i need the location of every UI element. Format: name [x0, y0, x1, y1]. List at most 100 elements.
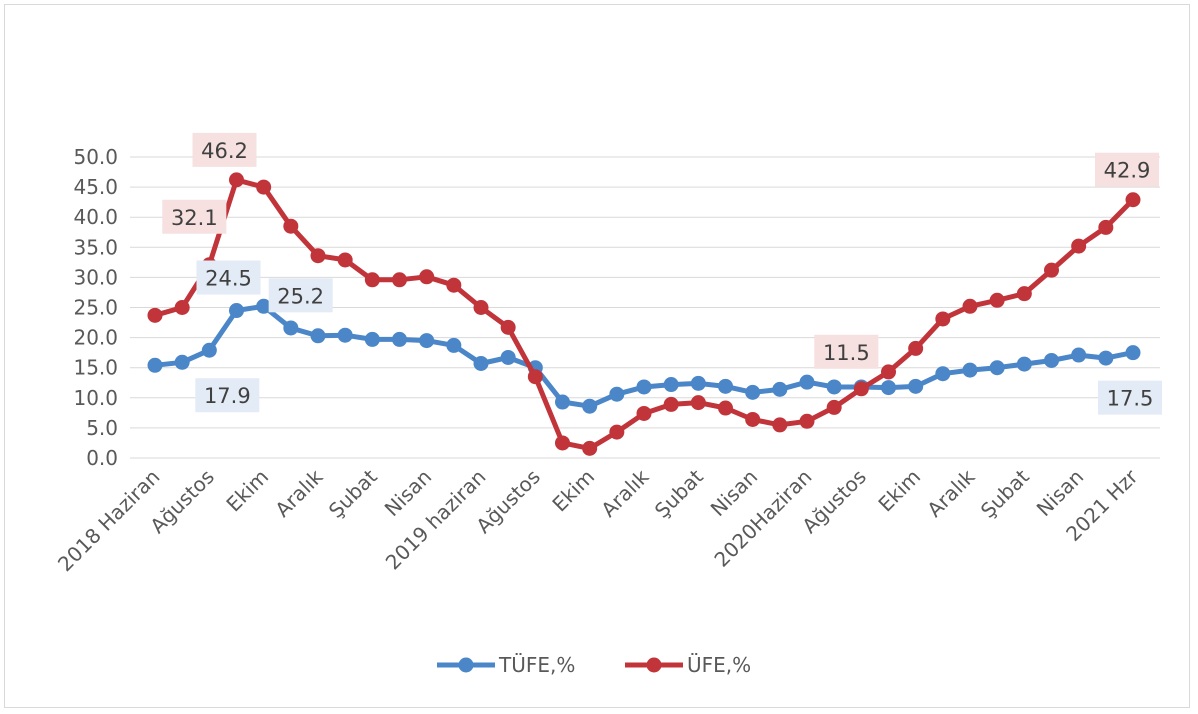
data-point — [745, 411, 761, 427]
data-point — [1071, 238, 1087, 254]
y-tick-label: 5.0 — [86, 416, 118, 440]
data-point — [718, 400, 733, 416]
y-tick-label: 10.0 — [73, 386, 118, 410]
data-point — [989, 292, 1005, 308]
y-tick-label: 40.0 — [73, 205, 118, 229]
data-point — [201, 342, 217, 358]
data-point — [419, 333, 435, 349]
data-point — [1125, 345, 1141, 361]
data-point — [337, 327, 353, 343]
data-point — [962, 298, 978, 314]
data-point — [555, 435, 570, 451]
y-tick-label: 30.0 — [73, 265, 118, 289]
data-point — [229, 303, 244, 319]
y-tick-label: 35.0 — [73, 235, 118, 259]
data-point — [582, 398, 598, 414]
data-point — [446, 337, 462, 353]
data-label: 17.9 — [204, 384, 251, 408]
data-label-box — [195, 378, 260, 413]
data-label: 46.2 — [201, 139, 248, 163]
data-point — [745, 384, 761, 400]
data-point — [718, 378, 733, 394]
data-point — [609, 386, 625, 402]
data-point — [174, 354, 190, 370]
data-point — [147, 307, 163, 323]
data-point — [663, 377, 679, 393]
data-point — [1044, 352, 1059, 368]
x-tick-label: Aralık — [922, 464, 979, 521]
x-tick-label: Ekim — [873, 465, 925, 517]
legend-marker — [646, 657, 662, 673]
data-point — [1098, 219, 1114, 235]
y-tick-label: 0.0 — [86, 446, 118, 470]
data-point — [392, 331, 407, 347]
data-point — [473, 300, 489, 315]
data-point — [908, 378, 924, 394]
data-label: 25.2 — [277, 284, 324, 308]
data-point — [609, 424, 625, 440]
data-point — [826, 399, 842, 415]
data-point — [881, 380, 896, 396]
grid-lines — [130, 156, 1160, 459]
data-point — [1071, 347, 1087, 363]
x-tick-label: Aralık — [596, 464, 653, 521]
x-tick-label: Şubat — [650, 464, 708, 522]
data-point — [799, 413, 815, 429]
data-point — [826, 379, 842, 395]
data-point — [881, 364, 896, 380]
legend-marker — [458, 657, 474, 673]
data-point — [419, 269, 435, 285]
series-lines — [147, 172, 1141, 456]
x-tick-label: Ekim — [547, 465, 599, 517]
data-point — [500, 319, 516, 335]
data-point — [908, 340, 924, 356]
data-label-box — [268, 278, 333, 313]
data-point — [1125, 192, 1141, 208]
y-tick-label: 20.0 — [73, 326, 118, 350]
legend: TÜFE,% ÜFE,% — [437, 653, 751, 677]
data-point — [1044, 262, 1059, 278]
x-tick-label: Aralık — [270, 464, 327, 521]
data-label-box — [1098, 380, 1162, 415]
data-point — [283, 320, 299, 336]
data-point — [256, 179, 272, 195]
data-point — [392, 272, 407, 288]
data-label-box — [814, 334, 879, 369]
data-label-box — [192, 132, 257, 167]
legend-label: ÜFE,% — [687, 653, 751, 677]
data-point — [364, 272, 380, 288]
data-point — [147, 357, 163, 373]
legend-label: TÜFE,% — [498, 653, 575, 677]
data-point — [663, 396, 679, 412]
data-point — [582, 440, 598, 456]
data-point — [283, 218, 299, 234]
series-ufe — [147, 172, 1141, 456]
data-label: 17.5 — [1107, 387, 1154, 411]
data-label: 32.1 — [171, 206, 218, 230]
data-point — [935, 311, 951, 327]
y-tick-label: 25.0 — [73, 296, 118, 320]
data-point — [799, 374, 815, 390]
data-labels: 32.1 46.2 24.5 25.2 17.9 11.5 42.9 17.5 — [162, 132, 1162, 415]
series-tufe — [147, 298, 1141, 414]
data-label-box — [196, 260, 261, 295]
x-tick-label: Ekim — [221, 465, 273, 517]
data-point — [636, 405, 652, 421]
data-point — [636, 379, 652, 395]
legend-item-tufe: TÜFE,% — [437, 653, 575, 677]
data-point — [446, 277, 462, 293]
data-point — [310, 248, 326, 264]
y-tick-label: 50.0 — [73, 145, 118, 169]
data-label-box — [1095, 152, 1159, 187]
data-label: 11.5 — [823, 341, 870, 365]
data-point — [174, 300, 190, 315]
data-point — [256, 298, 272, 314]
y-tick-label: 45.0 — [73, 175, 118, 199]
x-tick-label: Şubat — [324, 464, 382, 522]
data-point — [364, 331, 380, 347]
data-point — [473, 355, 489, 371]
data-point — [337, 252, 353, 268]
data-point — [1098, 350, 1114, 366]
